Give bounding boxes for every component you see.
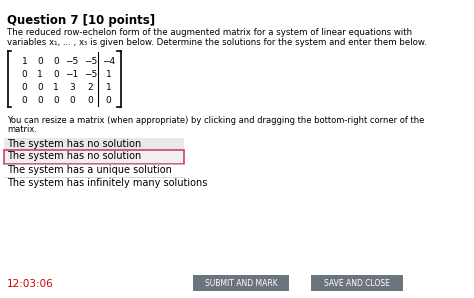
Bar [311, 275, 403, 291]
Text: The reduced row-echelon form of the augmented matrix for a system of linear equa: The reduced row-echelon form of the augm… [7, 28, 412, 37]
Text: 3: 3 [69, 83, 75, 92]
Text: 0: 0 [22, 96, 27, 105]
Text: The system has no solution: The system has no solution [7, 139, 141, 149]
Text: −5: −5 [83, 70, 97, 79]
Text: 1: 1 [37, 70, 43, 79]
Text: −1: −1 [65, 70, 79, 79]
Text: −5: −5 [65, 57, 79, 66]
Text: SAVE AND CLOSE: SAVE AND CLOSE [324, 279, 390, 288]
Text: 0: 0 [22, 70, 27, 79]
Text: 1: 1 [106, 83, 111, 92]
Text: 1: 1 [53, 83, 59, 92]
Bar [4, 150, 184, 164]
Text: 0: 0 [53, 57, 59, 66]
Bar [193, 275, 289, 291]
Text: You can resize a matrix (when appropriate) by clicking and dragging the bottom-r: You can resize a matrix (when appropriat… [7, 116, 424, 125]
Text: 0: 0 [37, 83, 43, 92]
Text: 0: 0 [53, 96, 59, 105]
Text: 0: 0 [37, 57, 43, 66]
Text: 12:03:06: 12:03:06 [7, 279, 54, 289]
Text: Question 7 [10 points]: Question 7 [10 points] [7, 14, 155, 27]
Bar [4, 138, 184, 150]
Text: 0: 0 [53, 70, 59, 79]
Text: The system has infinitely many solutions: The system has infinitely many solutions [7, 178, 208, 188]
Text: −5: −5 [83, 57, 97, 66]
Text: variables x₁, ... , x₅ is given below. Determine the solutions for the system an: variables x₁, ... , x₅ is given below. D… [7, 38, 427, 47]
Text: The system has no solution: The system has no solution [7, 151, 141, 161]
Text: 0: 0 [22, 83, 27, 92]
Text: The system has a unique solution: The system has a unique solution [7, 165, 172, 175]
Text: −4: −4 [102, 57, 115, 66]
Text: 0: 0 [106, 96, 111, 105]
Text: 0: 0 [37, 96, 43, 105]
Text: 2: 2 [88, 83, 93, 92]
Text: 1: 1 [106, 70, 111, 79]
Text: 0: 0 [87, 96, 93, 105]
Text: SUBMIT AND MARK: SUBMIT AND MARK [205, 279, 277, 288]
Text: 0: 0 [69, 96, 75, 105]
Text: 1: 1 [22, 57, 27, 66]
Text: matrix.: matrix. [7, 125, 37, 134]
